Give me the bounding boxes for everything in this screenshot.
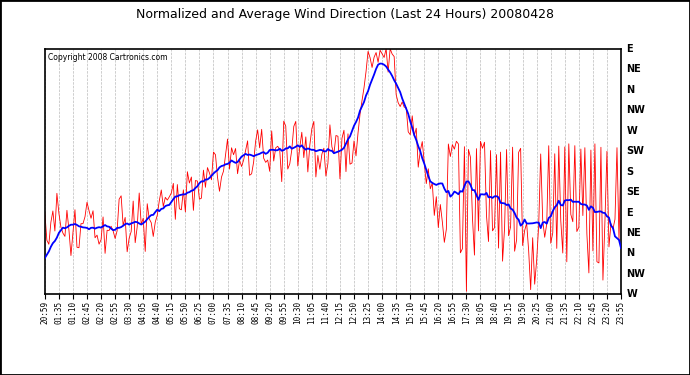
Text: NE: NE — [627, 64, 641, 74]
Text: NE: NE — [627, 228, 641, 238]
Text: Copyright 2008 Cartronics.com: Copyright 2008 Cartronics.com — [48, 53, 168, 62]
Text: W: W — [627, 126, 638, 136]
Text: E: E — [627, 44, 633, 54]
Text: S: S — [627, 166, 633, 177]
Text: NW: NW — [627, 105, 645, 115]
Text: N: N — [627, 249, 635, 258]
Text: E: E — [627, 207, 633, 218]
Text: SW: SW — [627, 146, 644, 156]
Text: W: W — [627, 290, 638, 299]
Text: SE: SE — [627, 187, 640, 197]
Text: N: N — [627, 85, 635, 95]
Text: NW: NW — [627, 269, 645, 279]
Text: Normalized and Average Wind Direction (Last 24 Hours) 20080428: Normalized and Average Wind Direction (L… — [136, 8, 554, 21]
